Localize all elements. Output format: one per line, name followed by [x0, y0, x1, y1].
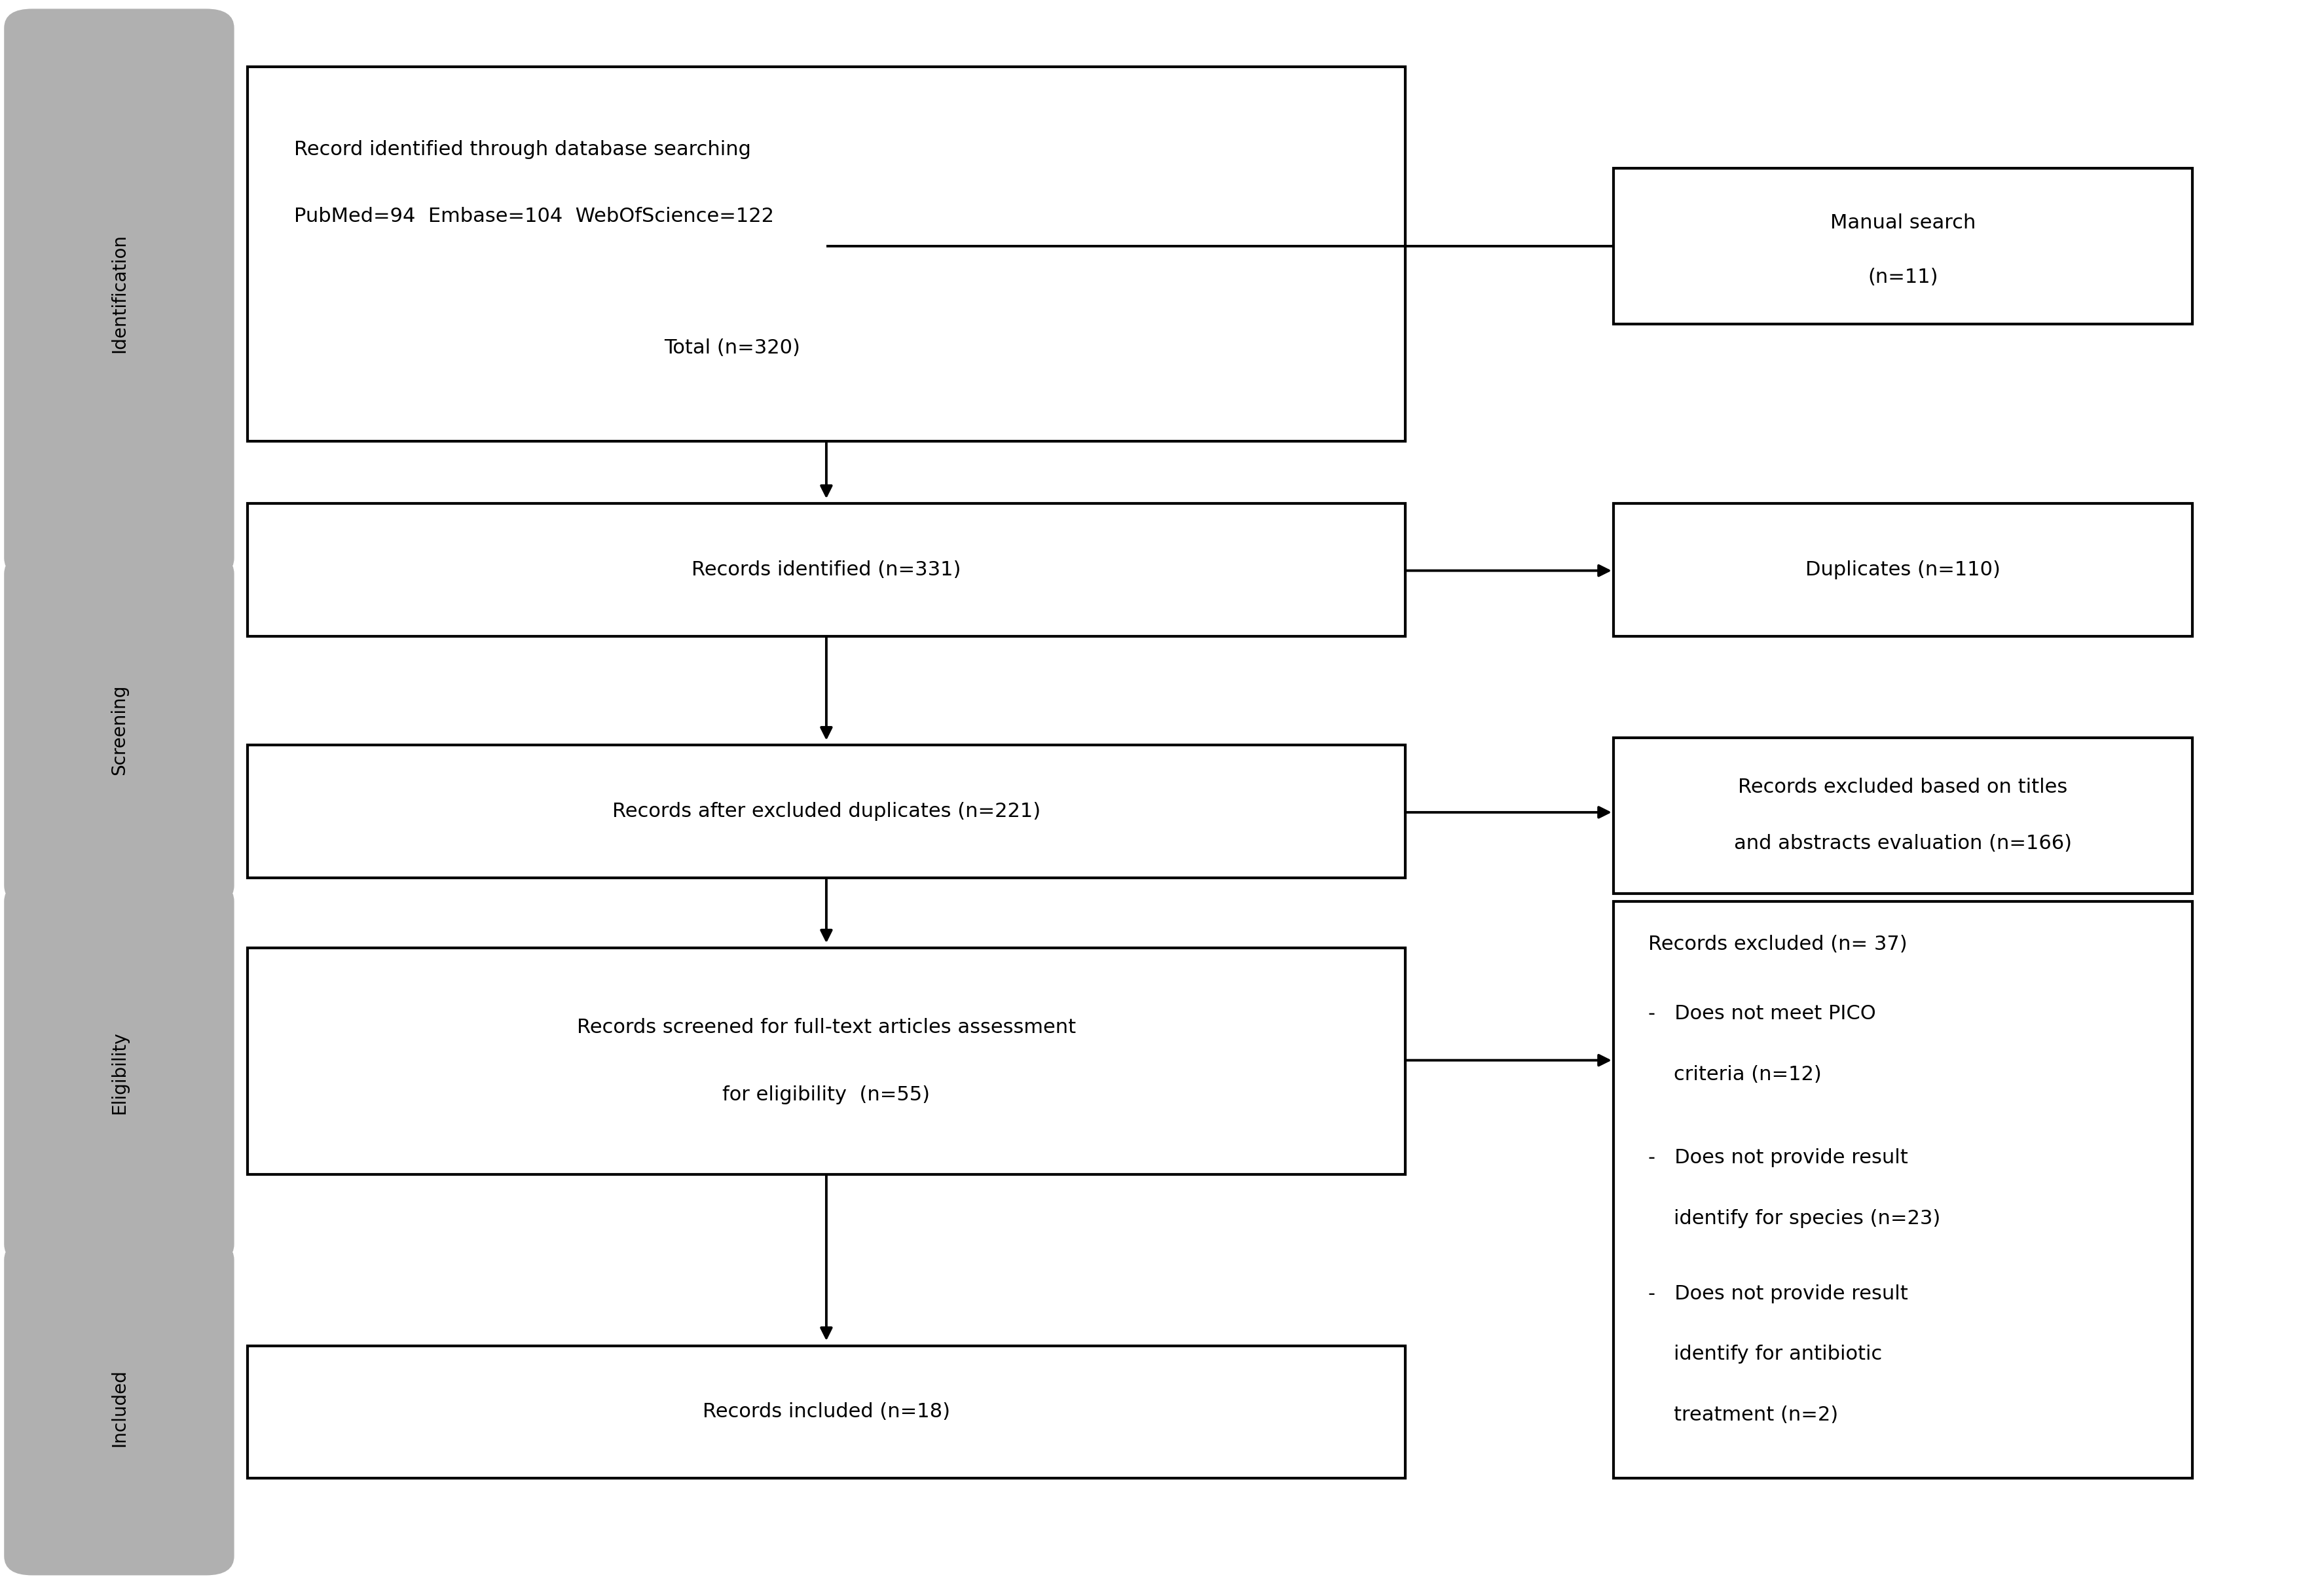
Text: treatment (n=2): treatment (n=2) [1648, 1405, 1838, 1424]
Text: Records excluded based on titles: Records excluded based on titles [1738, 777, 2068, 796]
Text: for eligibility  (n=55): for eligibility (n=55) [723, 1085, 930, 1104]
Text: Manual search: Manual search [1829, 213, 1975, 232]
FancyBboxPatch shape [249, 1345, 1406, 1478]
Text: Record identified through database searching: Record identified through database searc… [293, 140, 751, 159]
Text: (n=11): (n=11) [1868, 268, 1938, 287]
FancyBboxPatch shape [5, 883, 235, 1263]
Text: Eligibility: Eligibility [109, 1031, 128, 1115]
FancyBboxPatch shape [5, 1241, 235, 1575]
Text: -   Does not meet PICO: - Does not meet PICO [1648, 1005, 1875, 1023]
Text: and abstracts evaluation (n=166): and abstracts evaluation (n=166) [1734, 834, 2071, 853]
FancyBboxPatch shape [249, 66, 1406, 442]
Text: Records excluded (n= 37): Records excluded (n= 37) [1648, 935, 1908, 954]
Text: -   Does not provide result: - Does not provide result [1648, 1284, 1908, 1303]
Text: identify for species (n=23): identify for species (n=23) [1648, 1210, 1941, 1228]
Text: Records identified (n=331): Records identified (n=331) [693, 560, 962, 579]
Text: Screening: Screening [109, 684, 128, 774]
FancyBboxPatch shape [1613, 738, 2192, 894]
FancyBboxPatch shape [5, 9, 235, 577]
Text: Records after excluded duplicates (n=221): Records after excluded duplicates (n=221… [611, 803, 1041, 822]
Text: criteria (n=12): criteria (n=12) [1648, 1064, 1822, 1083]
FancyBboxPatch shape [1613, 169, 2192, 325]
FancyBboxPatch shape [5, 555, 235, 904]
Text: Records included (n=18): Records included (n=18) [702, 1402, 951, 1421]
Text: PubMed=94  Embase=104  WebOfScience=122: PubMed=94 Embase=104 WebOfScience=122 [293, 207, 774, 226]
Text: Identification: Identification [109, 233, 128, 353]
Text: identify for antibiotic: identify for antibiotic [1648, 1345, 1882, 1364]
Text: Duplicates (n=110): Duplicates (n=110) [1806, 560, 2001, 579]
Text: Records screened for full-text articles assessment: Records screened for full-text articles … [576, 1017, 1076, 1036]
FancyBboxPatch shape [1613, 900, 2192, 1478]
Text: -   Does not provide result: - Does not provide result [1648, 1148, 1908, 1167]
FancyBboxPatch shape [249, 948, 1406, 1175]
FancyBboxPatch shape [249, 746, 1406, 878]
Text: Included: Included [109, 1369, 128, 1446]
Text: Total (n=320): Total (n=320) [665, 337, 799, 356]
FancyBboxPatch shape [249, 503, 1406, 636]
FancyBboxPatch shape [1613, 503, 2192, 636]
